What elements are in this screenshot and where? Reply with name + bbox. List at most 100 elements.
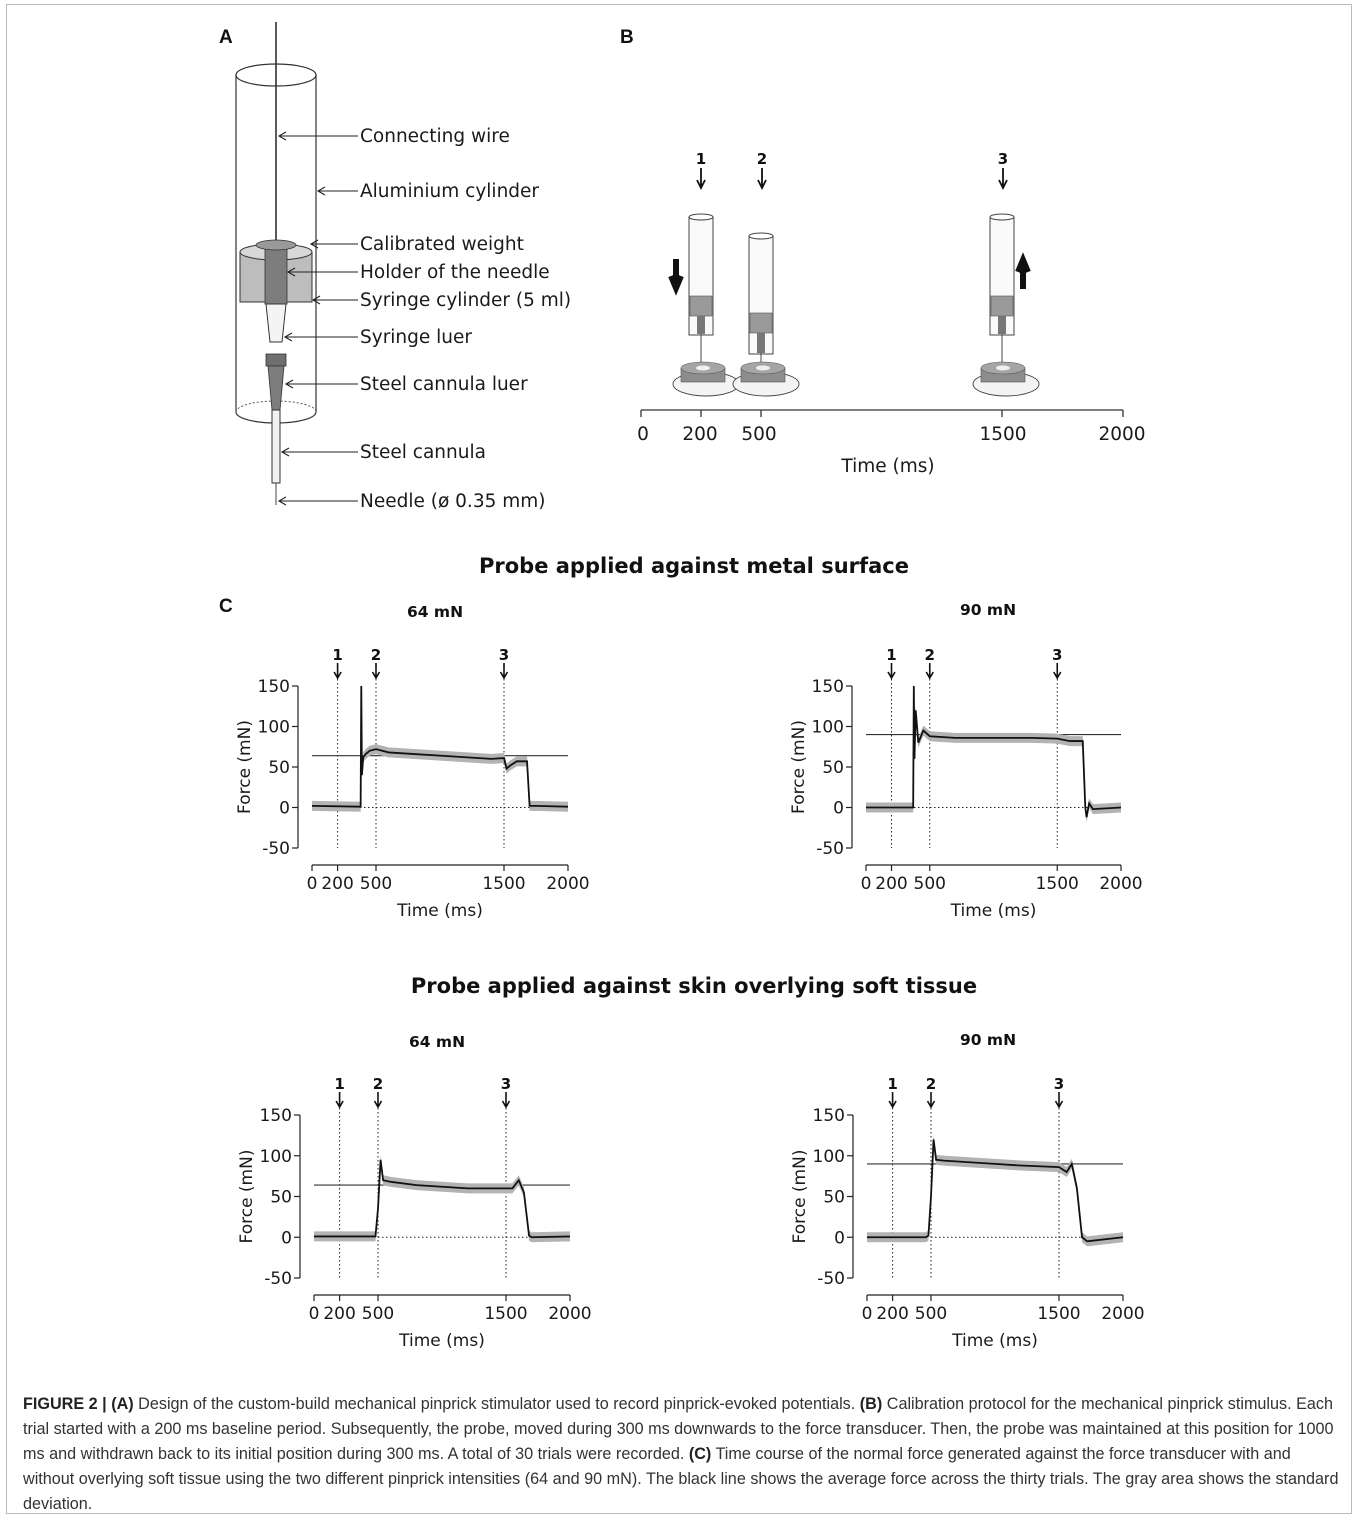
label-needle-holder: Holder of the needle (360, 262, 550, 283)
y-tick-label: 50 (822, 758, 844, 778)
y-tick-label: -50 (264, 1269, 292, 1289)
event-label: 3 (1054, 1075, 1064, 1093)
steel-cannula-luer (265, 353, 287, 411)
event-arrow-1 (696, 168, 706, 191)
chart-title: 90 mN (960, 601, 1016, 619)
x-tick-label: 2000 (1099, 874, 1142, 894)
label-connecting-wire: Connecting wire (360, 126, 510, 147)
x-tick-label: 0 (861, 874, 872, 894)
y-axis-label: Force (mN) (790, 1150, 810, 1244)
y-tick-label: 150 (258, 677, 290, 697)
move-up-icon (1015, 252, 1031, 289)
x-tick-label: 1500 (484, 1304, 527, 1324)
protocol-tick-200: 200 (682, 424, 717, 445)
protocol-tick-1500: 1500 (979, 424, 1026, 445)
y-tick-label: 100 (258, 718, 290, 738)
event-label: 3 (499, 646, 509, 664)
caption-c-label: (C) (688, 1445, 712, 1463)
event-label: 2 (926, 1075, 936, 1093)
y-tick-label: 0 (833, 799, 844, 819)
protocol-xlabel: Time (ms) (840, 456, 934, 477)
event-label-1: 1 (696, 150, 706, 168)
label-steel-cannula-luer: Steel cannula luer (360, 374, 528, 395)
x-tick-label: 2000 (546, 874, 589, 894)
panel-a-label: A (219, 27, 233, 48)
y-axis-label: Force (mN) (235, 720, 255, 814)
event-label: 1 (334, 1075, 344, 1093)
stimulator-labels: Connecting wire Aluminium cylinder Calib… (360, 126, 571, 512)
chart-title: 90 mN (960, 1031, 1016, 1049)
event-label: 1 (886, 646, 896, 664)
figure-caption: FIGURE 2 | (A) Design of the custom-buil… (23, 1392, 1339, 1517)
event-arrow-icon (1053, 663, 1062, 680)
x-axis-label: Time (ms) (396, 901, 483, 921)
x-tick-label: 1500 (1036, 874, 1079, 894)
protocol-tick-500: 500 (741, 424, 776, 445)
event-arrow-icon (888, 1092, 897, 1109)
y-tick-label: -50 (817, 1269, 845, 1289)
y-tick-label: 100 (260, 1147, 292, 1167)
x-axis-label: Time (ms) (950, 901, 1037, 921)
mean-force-line (314, 1159, 571, 1239)
steel-cannula (271, 409, 281, 484)
y-tick-label: 50 (270, 1188, 292, 1208)
caption-c-text: Time course of the normal force generate… (23, 1445, 1339, 1513)
y-tick-label: 100 (813, 1147, 845, 1167)
caption-figure-label: FIGURE 2 | (23, 1395, 107, 1413)
x-tick-label: 500 (362, 1304, 394, 1324)
x-tick-label: 1500 (1037, 1304, 1080, 1324)
y-tick-label: 0 (834, 1228, 845, 1248)
mean-force-line (867, 1139, 1124, 1243)
needle-holder (264, 243, 288, 305)
caption-b-text: Calibration protocol for the mechanical … (23, 1395, 1334, 1463)
event-arrow-icon (925, 663, 934, 680)
y-tick-label: 100 (812, 718, 844, 738)
mean-force-line (311, 685, 569, 808)
x-tick-label: 500 (914, 874, 946, 894)
y-axis-label: Force (mN) (237, 1150, 257, 1244)
event-arrow-icon (1054, 1092, 1064, 1109)
panel-b: B 1 2 (620, 27, 1146, 477)
event-label: 1 (332, 646, 342, 664)
caption-a-text: Design of the custom-build mechanical pi… (133, 1395, 860, 1413)
x-tick-label: 200 (323, 1304, 355, 1324)
event-label: 2 (373, 1075, 383, 1093)
event-arrow-icon (373, 1092, 383, 1109)
probe-position-1: 1 (668, 150, 740, 397)
event-arrow-icon (335, 1092, 344, 1109)
event-label: 3 (1052, 646, 1062, 664)
section-title-skin: Probe applied against skin overlying sof… (411, 974, 977, 998)
label-syringe-cylinder: Syringe cylinder (5 ml) (360, 290, 571, 311)
x-tick-label: 2000 (1101, 1304, 1144, 1324)
panel-b-label: B (620, 27, 634, 48)
x-tick-label: 2000 (548, 1304, 591, 1324)
label-aluminium-cylinder: Aluminium cylinder (360, 181, 539, 202)
mean-force-line (866, 685, 1122, 818)
y-tick-label: -50 (816, 839, 844, 859)
caption-b-label: (B) (859, 1395, 883, 1413)
label-steel-cannula: Steel cannula (360, 442, 486, 463)
figure-frame (6, 4, 1352, 1514)
x-tick-label: 0 (309, 1304, 320, 1324)
x-tick-label: 500 (360, 874, 392, 894)
x-tick-label: 500 (915, 1304, 947, 1324)
syringe-cylinder (239, 239, 313, 305)
chart-title: 64 mN (409, 1033, 465, 1051)
x-tick-label: 200 (875, 874, 907, 894)
x-tick-label: 200 (321, 874, 353, 894)
event-label-3: 3 (998, 150, 1008, 168)
chart-title: 64 mN (407, 603, 463, 621)
label-needle: Needle (ø 0.35 mm) (360, 491, 546, 512)
panel-c-label: C (219, 596, 233, 617)
event-arrow-icon (926, 1092, 936, 1109)
y-tick-label: -50 (262, 839, 290, 859)
label-calibrated-weight: Calibrated weight (360, 234, 524, 255)
y-tick-label: 50 (823, 1188, 845, 1208)
event-arrow-icon (333, 663, 342, 680)
event-arrow-icon (499, 663, 509, 680)
protocol-tick-2000: 2000 (1098, 424, 1145, 445)
move-down-icon (668, 259, 684, 296)
